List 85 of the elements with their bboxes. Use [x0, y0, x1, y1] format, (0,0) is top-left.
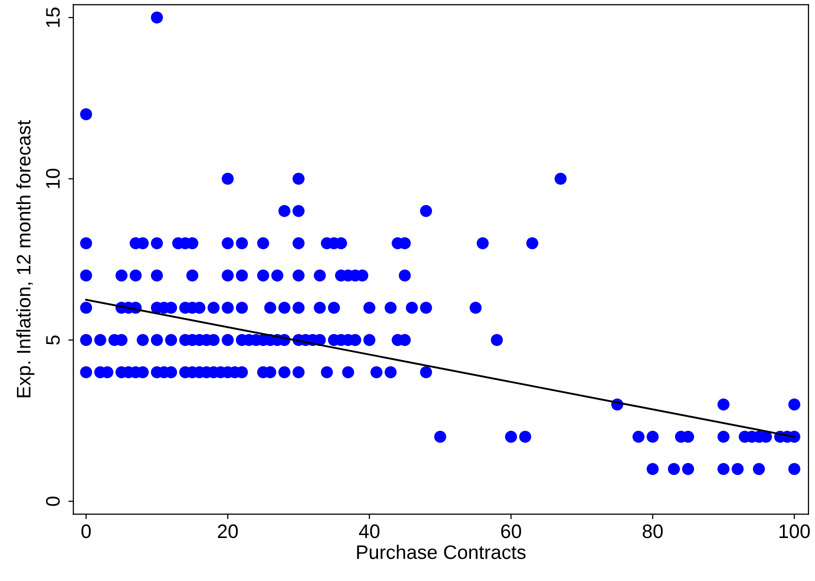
point — [278, 366, 290, 378]
point — [80, 270, 92, 282]
point — [150, 334, 163, 346]
point — [236, 237, 248, 250]
point — [236, 270, 248, 282]
point — [80, 334, 92, 346]
point — [292, 302, 305, 314]
point — [420, 205, 432, 218]
point — [264, 302, 276, 314]
point — [80, 237, 92, 250]
y-tick-label: 0 — [46, 496, 60, 506]
point — [328, 302, 340, 314]
point — [320, 366, 333, 378]
point — [130, 270, 142, 282]
point — [271, 270, 284, 282]
x-tick-label: 80 — [642, 524, 663, 538]
point — [222, 302, 234, 314]
point — [526, 237, 538, 250]
point — [788, 463, 800, 476]
point — [136, 334, 149, 346]
point — [788, 398, 800, 411]
point — [470, 302, 482, 314]
point — [632, 430, 645, 443]
point — [420, 302, 432, 314]
x-tick-label: 100 — [780, 524, 810, 538]
point — [80, 302, 92, 314]
point — [363, 302, 376, 314]
point — [257, 237, 270, 250]
point — [505, 430, 518, 443]
point — [80, 366, 92, 378]
point — [717, 463, 730, 476]
point — [717, 430, 730, 443]
y-tick-label: 15 — [46, 8, 60, 27]
x-tick-label: 40 — [359, 524, 380, 538]
point — [384, 302, 397, 314]
point — [165, 334, 178, 346]
y-tick-label: 10 — [46, 168, 60, 188]
point — [80, 108, 92, 120]
point — [363, 334, 376, 346]
point — [732, 463, 744, 476]
x-tick-label: 20 — [218, 524, 238, 538]
point — [257, 270, 270, 282]
point — [384, 366, 397, 378]
point — [668, 463, 680, 476]
point — [370, 366, 382, 378]
point — [292, 172, 305, 185]
x-tick-label: 0 — [81, 524, 91, 538]
point — [94, 334, 106, 346]
point — [292, 366, 305, 378]
point — [236, 302, 248, 314]
point — [752, 463, 765, 476]
point — [292, 237, 305, 250]
point — [314, 270, 326, 282]
point — [222, 172, 234, 185]
point — [208, 302, 220, 314]
point — [490, 334, 503, 346]
point — [646, 463, 659, 476]
point — [682, 463, 694, 476]
point — [150, 12, 163, 24]
point — [222, 334, 234, 346]
point — [554, 172, 567, 185]
y-tick-label: 5 — [46, 335, 60, 345]
point — [406, 302, 418, 314]
point — [646, 430, 659, 443]
point — [342, 366, 354, 378]
point — [292, 205, 305, 218]
x-axis-title: Purchase Contracts — [357, 544, 526, 560]
point — [314, 302, 326, 314]
point — [519, 430, 532, 443]
point — [150, 270, 163, 282]
point — [292, 270, 305, 282]
y-axis-title: Exp. Inflation, 12 month forecast — [16, 120, 34, 398]
point — [222, 270, 234, 282]
point — [150, 237, 163, 250]
point — [278, 205, 290, 218]
point — [186, 270, 198, 282]
point — [398, 270, 411, 282]
point — [717, 398, 730, 411]
point — [476, 237, 489, 250]
point — [115, 270, 128, 282]
point — [222, 237, 234, 250]
point — [434, 430, 446, 443]
point — [278, 302, 290, 314]
x-tick-label: 60 — [501, 524, 522, 538]
point — [420, 366, 432, 378]
